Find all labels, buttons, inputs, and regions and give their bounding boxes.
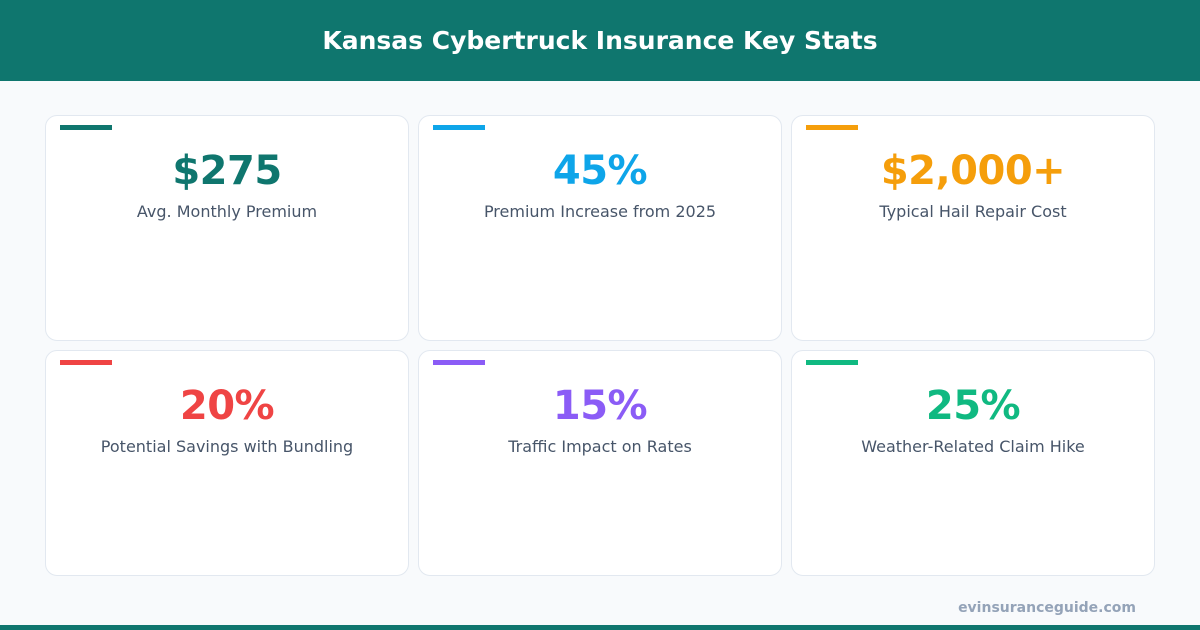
accent-bar [433, 360, 485, 365]
footer-bar [0, 625, 1200, 630]
stat-label: Typical Hail Repair Cost [879, 202, 1067, 221]
stat-card: 25% Weather-Related Claim Hike [791, 350, 1155, 576]
accent-bar [60, 125, 112, 130]
stat-card: 15% Traffic Impact on Rates [418, 350, 782, 576]
stat-value: 20% [179, 383, 275, 429]
header: Kansas Cybertruck Insurance Key Stats [0, 0, 1200, 81]
stat-value: 25% [925, 383, 1021, 429]
stat-value: $2,000+ [880, 148, 1066, 194]
stat-value: 15% [552, 383, 648, 429]
stat-card: 20% Potential Savings with Bundling [45, 350, 409, 576]
accent-bar [806, 360, 858, 365]
accent-bar [806, 125, 858, 130]
stat-value: $275 [172, 148, 282, 194]
stat-label: Weather-Related Claim Hike [861, 437, 1085, 456]
site-name: evinsuranceguide.com [958, 600, 1136, 616]
stat-card: $275 Avg. Monthly Premium [45, 115, 409, 341]
stat-label: Avg. Monthly Premium [136, 202, 318, 221]
stat-label: Traffic Impact on Rates [508, 437, 692, 456]
stats-grid: $275 Avg. Monthly Premium 45% Premium Incr… [45, 115, 1155, 576]
page-title: Kansas Cybertruck Insurance Key Stats [322, 26, 878, 55]
accent-bar [60, 360, 112, 365]
stat-value: 45% [552, 148, 648, 194]
stat-label: Premium Increase from 2025 [483, 202, 717, 221]
stat-card: 45% Premium Increase from 2025 [418, 115, 782, 341]
accent-bar [433, 125, 485, 130]
stat-card: $2,000+ Typical Hail Repair Cost [791, 115, 1155, 341]
stat-label: Potential Savings with Bundling [100, 437, 354, 456]
